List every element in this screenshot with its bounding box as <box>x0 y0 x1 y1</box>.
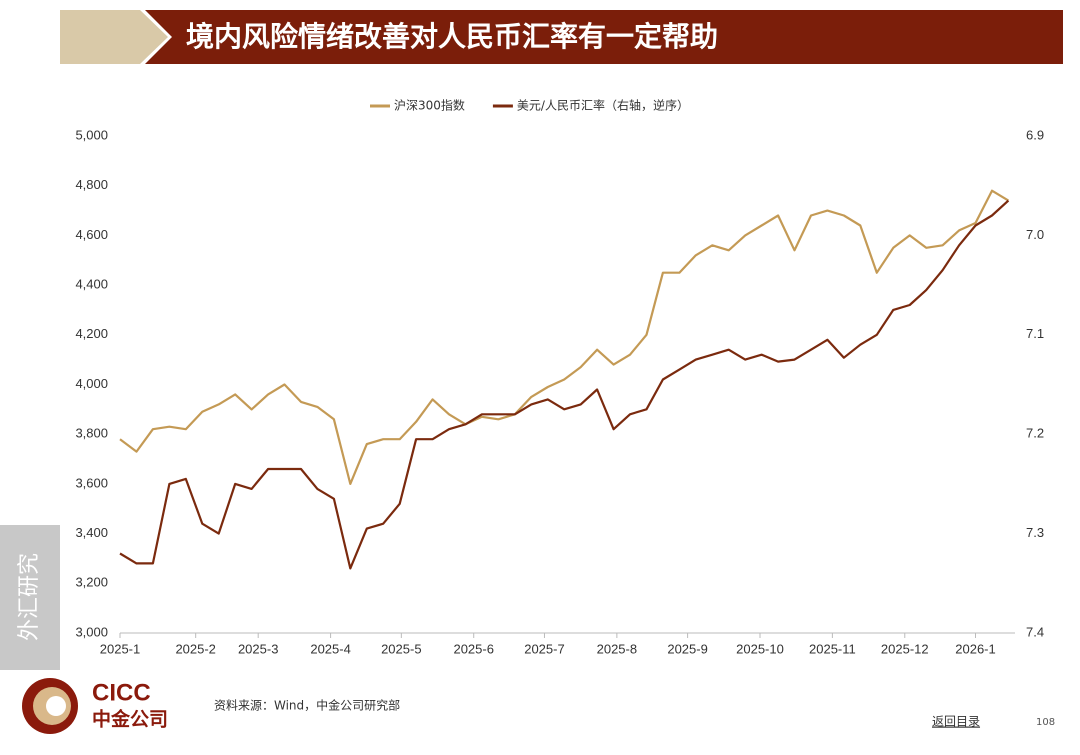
x-tick-label: 2026-1 <box>955 641 995 656</box>
y-tick-label: 5,000 <box>75 127 108 142</box>
source-note: 资料来源：Wind，中金公司研究部 <box>214 698 400 713</box>
y-tick-label: 3,800 <box>75 426 108 441</box>
y-tick-label: 4,600 <box>75 227 108 242</box>
x-tick-label: 2025-7 <box>524 641 564 656</box>
y-tick-label: 4,200 <box>75 326 108 341</box>
logo: CICC 中金公司 <box>22 678 168 734</box>
logo-core <box>46 696 66 716</box>
x-tick-label: 2025-9 <box>667 641 707 656</box>
x-tick-label: 2025-8 <box>597 641 637 656</box>
y2-tick-label: 6.9 <box>1026 127 1044 142</box>
logo-cn: 中金公司 <box>92 708 168 731</box>
y2-tick-label: 7.1 <box>1026 326 1044 341</box>
header-accent <box>60 10 168 64</box>
slide-title: 境内风险情绪改善对人民币汇率有一定帮助 <box>186 20 718 53</box>
y2-tick-label: 7.2 <box>1026 426 1044 441</box>
x-tick-label: 2025-5 <box>381 641 421 656</box>
x-tick-label: 2025-10 <box>736 641 784 656</box>
y-tick-label: 3,000 <box>75 624 108 639</box>
x-tick-label: 2025-12 <box>881 641 929 656</box>
back-link[interactable]: 返回目录 <box>932 715 980 729</box>
logo-en: CICC <box>92 679 151 706</box>
x-tick-label: 2025-1 <box>100 641 140 656</box>
y-tick-label: 4,000 <box>75 376 108 391</box>
y2-tick-label: 7.0 <box>1026 227 1044 242</box>
y-tick-label: 3,400 <box>75 525 108 540</box>
x-tick-label: 2025-3 <box>238 641 278 656</box>
legend-label: 美元/人民币汇率（右轴，逆序） <box>517 98 689 113</box>
x-tick-label: 2025-2 <box>175 641 215 656</box>
x-tick-label: 2025-4 <box>310 641 350 656</box>
sidebar-tab <box>0 525 60 670</box>
y-tick-label: 4,800 <box>75 177 108 192</box>
header-band <box>145 10 1063 64</box>
x-tick-label: 2025-6 <box>453 641 493 656</box>
y-tick-label: 3,600 <box>75 475 108 490</box>
page-number: 108 <box>1036 717 1055 728</box>
x-tick-label: 2025-11 <box>809 641 856 656</box>
y-tick-label: 4,400 <box>75 277 108 292</box>
y-tick-label: 3,200 <box>75 575 108 590</box>
y2-tick-label: 7.3 <box>1026 525 1044 540</box>
sidebar-label: 外汇研究 <box>17 553 42 641</box>
series-line <box>119 189 1009 485</box>
legend-label: 沪深300指数 <box>394 98 465 113</box>
y2-tick-label: 7.4 <box>1026 624 1044 639</box>
series-line <box>119 199 1010 570</box>
